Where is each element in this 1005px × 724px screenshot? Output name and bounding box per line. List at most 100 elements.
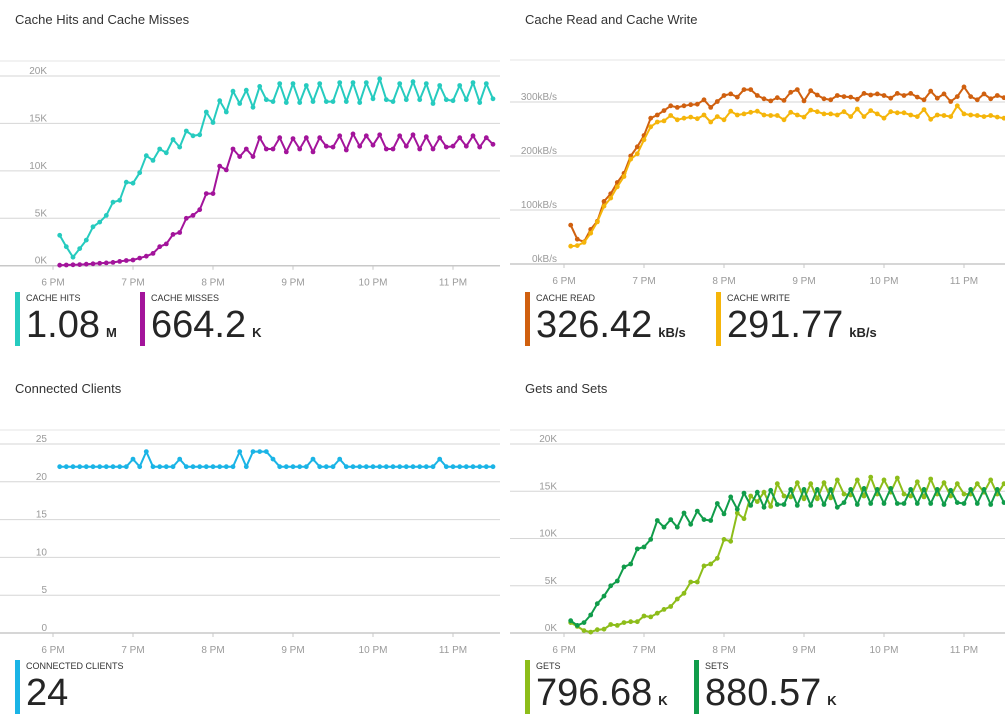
data-point-cache-misses	[290, 136, 296, 142]
data-point-sets	[881, 501, 887, 506]
data-point-cache-misses	[203, 191, 209, 197]
data-point-cache-write	[874, 111, 880, 117]
data-point-cache-write	[634, 151, 640, 157]
data-point-sets	[968, 487, 974, 492]
data-point-connected-clients	[197, 464, 203, 470]
data-point-sets	[941, 502, 947, 507]
data-point-gets	[681, 590, 687, 596]
data-point-connected-clients	[177, 456, 183, 462]
data-point-gets	[608, 622, 614, 627]
data-point-cache-hits	[170, 137, 176, 142]
data-point-cache-hits	[143, 153, 149, 159]
data-point-cache-misses	[110, 260, 116, 265]
data-point-cache-write	[801, 114, 807, 120]
data-point-cache-hits	[323, 99, 329, 104]
data-point-cache-hits	[197, 132, 203, 138]
data-point-cache-read	[901, 93, 907, 98]
series-line-sets	[570, 487, 1005, 627]
data-point-gets	[974, 481, 980, 487]
data-point-cache-read	[728, 91, 734, 97]
data-point-sets	[821, 502, 827, 507]
data-point-gets	[588, 629, 594, 635]
data-point-cache-read	[961, 84, 967, 90]
data-point-cache-misses	[163, 241, 169, 247]
legend-gets[interactable]: GETS 796.68 K	[525, 660, 668, 714]
data-point-connected-clients	[263, 449, 269, 454]
data-point-gets	[861, 493, 867, 499]
x-tick-label: 8 PM	[201, 645, 224, 656]
data-point-cache-misses	[250, 154, 256, 160]
data-point-connected-clients	[477, 464, 483, 470]
data-point-cache-read	[888, 95, 894, 101]
data-point-cache-hits	[430, 101, 436, 106]
data-point-cache-misses	[70, 262, 76, 268]
data-point-cache-read	[634, 144, 640, 150]
legend-unit: kB/s	[658, 325, 686, 340]
series-line-cache-write	[570, 104, 1005, 248]
data-point-cache-write	[954, 103, 960, 109]
data-point-gets	[641, 613, 647, 619]
data-point-sets	[688, 521, 694, 527]
data-point-gets	[674, 596, 680, 602]
data-point-connected-clients	[190, 464, 196, 470]
data-point-cache-misses	[243, 146, 249, 152]
data-point-cache-read	[974, 97, 980, 103]
data-point-cache-read	[814, 92, 820, 98]
data-point-connected-clients	[250, 449, 256, 454]
data-point-cache-write	[661, 118, 667, 124]
data-point-cache-read	[774, 95, 780, 101]
legend-cache-read[interactable]: CACHE READ 326.42 kB/s	[525, 292, 686, 346]
data-point-cache-read	[808, 88, 814, 94]
data-point-cache-write	[888, 109, 894, 115]
legend-sets[interactable]: SETS 880.57 K	[694, 660, 837, 714]
data-point-gets	[921, 494, 927, 500]
data-point-cache-hits	[103, 213, 109, 218]
data-point-cache-read	[574, 236, 580, 242]
data-point-cache-hits	[363, 80, 369, 85]
data-point-cache-misses	[183, 215, 189, 221]
legend-value-row: 326.42 kB/s	[536, 304, 686, 346]
data-point-sets	[901, 501, 907, 506]
data-point-gets	[881, 477, 887, 483]
x-tick-label: 6 PM	[41, 645, 64, 656]
legend-connected-clients[interactable]: CONNECTED CLIENTS 24	[15, 660, 124, 714]
y-tick-label: 15K	[539, 481, 557, 492]
data-point-cache-misses	[197, 207, 203, 213]
legend-cache-write[interactable]: CACHE WRITE 291.77 kB/s	[716, 292, 877, 346]
data-point-cache-read	[741, 87, 747, 92]
data-point-cache-read	[761, 96, 767, 102]
data-point-connected-clients	[223, 464, 229, 470]
data-point-connected-clients	[483, 464, 489, 470]
data-point-cache-write	[1001, 115, 1005, 121]
data-point-cache-read	[768, 98, 774, 104]
data-point-gets	[841, 491, 847, 497]
data-point-gets	[701, 563, 707, 569]
data-point-gets	[741, 516, 747, 522]
data-point-cache-misses	[190, 213, 196, 218]
data-point-cache-hits	[377, 76, 383, 82]
data-point-sets	[594, 601, 600, 607]
data-point-cache-hits	[137, 170, 143, 176]
data-point-cache-write	[948, 114, 954, 119]
data-point-cache-hits	[443, 97, 449, 103]
data-point-gets	[954, 481, 960, 487]
data-point-connected-clients	[130, 456, 136, 462]
data-point-sets	[654, 518, 660, 523]
data-point-gets	[688, 579, 694, 585]
data-point-cache-read	[694, 101, 700, 107]
data-point-sets	[601, 593, 607, 599]
legend-value-row: 796.68 K	[536, 672, 668, 714]
data-point-gets	[581, 628, 587, 633]
data-point-cache-misses	[397, 133, 403, 139]
data-point-sets	[768, 487, 774, 493]
data-point-sets	[974, 501, 980, 506]
legend-cache-misses[interactable]: CACHE MISSES 664.2 K	[140, 292, 261, 346]
data-point-cache-write	[794, 112, 800, 118]
data-point-cache-hits	[203, 109, 209, 115]
data-point-cache-misses	[230, 146, 236, 152]
data-point-cache-misses	[57, 262, 63, 268]
legend-cache-hits[interactable]: CACHE HITS 1.08 M	[15, 292, 117, 346]
data-point-cache-write	[694, 116, 700, 122]
data-point-cache-hits	[97, 219, 103, 225]
data-point-gets	[661, 607, 667, 612]
